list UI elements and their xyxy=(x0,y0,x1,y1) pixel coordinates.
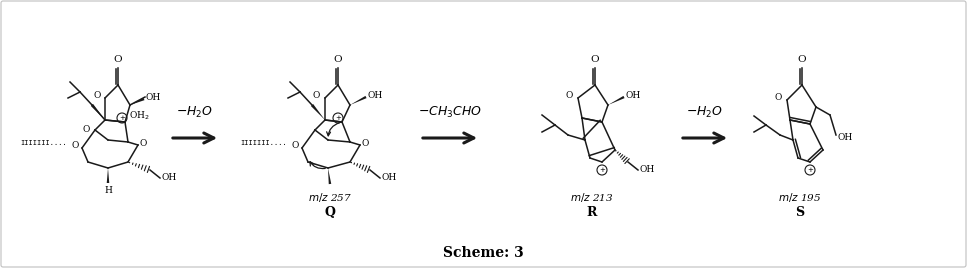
Text: +: + xyxy=(807,167,813,173)
Text: O: O xyxy=(292,142,299,151)
Text: R: R xyxy=(587,206,598,218)
Text: H: H xyxy=(104,186,112,195)
Text: OH: OH xyxy=(640,166,656,174)
Text: O: O xyxy=(591,55,600,64)
Polygon shape xyxy=(310,104,325,120)
Text: O: O xyxy=(362,139,369,147)
Text: +: + xyxy=(119,115,125,121)
Text: OH: OH xyxy=(368,91,383,100)
Text: $m/z$ 257: $m/z$ 257 xyxy=(308,192,352,204)
Polygon shape xyxy=(91,104,105,120)
Text: OH: OH xyxy=(838,132,853,142)
Text: O: O xyxy=(312,91,320,100)
Text: O: O xyxy=(114,55,122,64)
Text: S: S xyxy=(796,206,805,218)
Polygon shape xyxy=(328,168,332,184)
Text: +: + xyxy=(600,167,605,173)
Text: $m/z$ 195: $m/z$ 195 xyxy=(778,192,822,204)
Text: OH$_2$: OH$_2$ xyxy=(129,110,150,122)
Text: Q: Q xyxy=(325,206,336,218)
Text: O: O xyxy=(334,55,342,64)
Text: O: O xyxy=(94,91,101,100)
Text: $-H_2O$: $-H_2O$ xyxy=(176,105,214,120)
Text: OH: OH xyxy=(382,173,397,183)
Text: O: O xyxy=(82,125,90,135)
Text: $-CH_3CHO$: $-CH_3CHO$ xyxy=(418,105,482,120)
Text: Scheme: 3: Scheme: 3 xyxy=(443,246,523,260)
Text: O: O xyxy=(775,94,782,102)
Text: $-H_2O$: $-H_2O$ xyxy=(687,105,723,120)
Text: $m/z$ 213: $m/z$ 213 xyxy=(571,192,614,204)
Text: O: O xyxy=(798,55,806,64)
Text: IIIIIII....: IIIIIII.... xyxy=(20,140,67,146)
Text: OH: OH xyxy=(626,91,641,100)
Text: O: O xyxy=(566,91,573,100)
Text: OH: OH xyxy=(146,92,161,102)
Text: IIIIIII....: IIIIIII.... xyxy=(240,140,287,146)
Polygon shape xyxy=(130,98,144,105)
Text: O: O xyxy=(140,139,147,147)
Polygon shape xyxy=(350,96,366,105)
Text: OH: OH xyxy=(162,173,177,183)
Polygon shape xyxy=(608,96,625,105)
Text: +: + xyxy=(335,115,341,121)
Polygon shape xyxy=(106,168,109,183)
Text: O: O xyxy=(72,142,79,151)
